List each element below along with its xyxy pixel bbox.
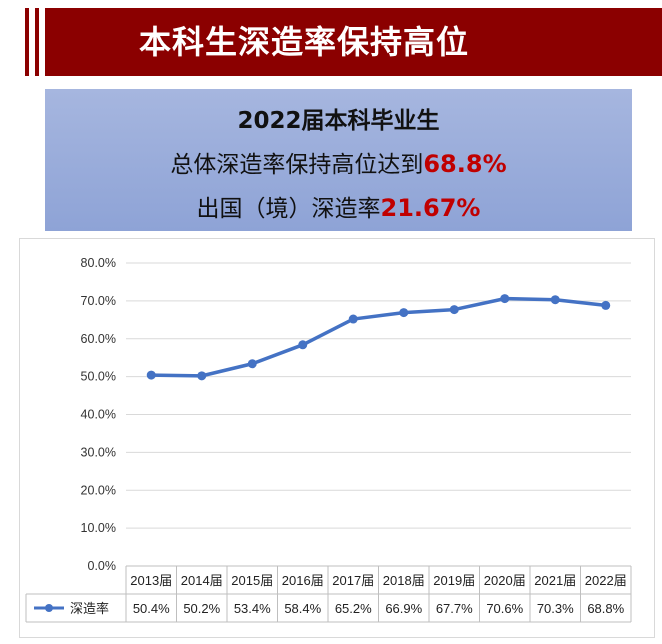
data-table-value: 67.7% [436, 601, 473, 616]
legend-marker [45, 604, 53, 612]
summary-line-abroad: 出国（境）深造率21.67% [45, 189, 632, 223]
data-table-value: 58.4% [284, 601, 321, 616]
x-category-label: 2022届 [585, 573, 627, 588]
x-category-label: 2021届 [534, 573, 576, 588]
line-chart: 0.0% 10.0% 20.0% 30.0% 40.0% 50.0% 60.0% 70.0% 8… [25, 256, 632, 623]
legend-label: 深造率 [70, 601, 109, 616]
overall-rate-label: 总体深造率保持高位达到 [170, 152, 424, 178]
y-tick-label: 80.0% [81, 256, 116, 270]
y-tick-label: 20.0% [81, 483, 116, 497]
y-tick-label: 60.0% [81, 332, 116, 346]
data-table-value: 70.3% [537, 601, 574, 616]
data-point [247, 359, 257, 369]
data-point [146, 370, 156, 380]
data-point [601, 300, 611, 310]
summary-heading: 2022届本科毕业生 [237, 108, 440, 134]
chart-frame: 0.0% 10.0% 20.0% 30.0% 40.0% 50.0% 60.0% 70.0% 8… [19, 238, 655, 638]
abroad-rate-value: 21.67% [380, 194, 481, 222]
data-point [399, 308, 409, 318]
x-category-label: 2018届 [383, 573, 425, 588]
summary-box: 2022届本科毕业生 总体深造率保持高位达到68.8% 出国（境）深造率21.6… [45, 89, 632, 231]
y-tick-label: 0.0% [88, 559, 117, 573]
data-point [197, 371, 207, 381]
banner-bar: 本科生深造率保持高位 [45, 8, 662, 76]
data-point [298, 340, 308, 350]
x-category-label: 2020届 [484, 573, 526, 588]
x-category-label: 2019届 [433, 573, 475, 588]
y-tick-label: 30.0% [81, 445, 116, 459]
data-point [500, 294, 510, 304]
x-category-label: 2014届 [181, 573, 223, 588]
data-table-value: 50.2% [183, 601, 220, 616]
page-title: 本科生深造率保持高位 [139, 23, 470, 61]
data-point [449, 305, 459, 315]
series-line [151, 296, 606, 378]
data-point [348, 314, 358, 324]
data-table-value: 65.2% [335, 601, 372, 616]
data-table-value: 68.8% [587, 601, 624, 616]
data-point [550, 295, 560, 305]
summary-line-overall: 总体深造率保持高位达到68.8% [45, 145, 632, 179]
title-banner: 本科生深造率保持高位 [25, 8, 662, 76]
y-tick-label: 40.0% [81, 408, 116, 422]
data-table-value: 70.6% [486, 601, 523, 616]
x-category-label: 2017届 [332, 573, 374, 588]
x-category-label: 2015届 [231, 573, 273, 588]
abroad-rate-label: 出国（境）深造率 [196, 196, 381, 222]
banner-accent-bar [25, 8, 29, 76]
data-table-value: 53.4% [234, 601, 271, 616]
data-table-value: 66.9% [385, 601, 422, 616]
y-tick-label: 50.0% [81, 370, 116, 384]
y-tick-label: 70.0% [81, 294, 116, 308]
x-category-label: 2013届 [130, 573, 172, 588]
banner-accent-bar [35, 8, 39, 76]
y-tick-label: 10.0% [81, 521, 116, 535]
data-table-value: 50.4% [133, 601, 170, 616]
x-category-label: 2016届 [282, 573, 324, 588]
overall-rate-value: 68.8% [423, 150, 507, 178]
